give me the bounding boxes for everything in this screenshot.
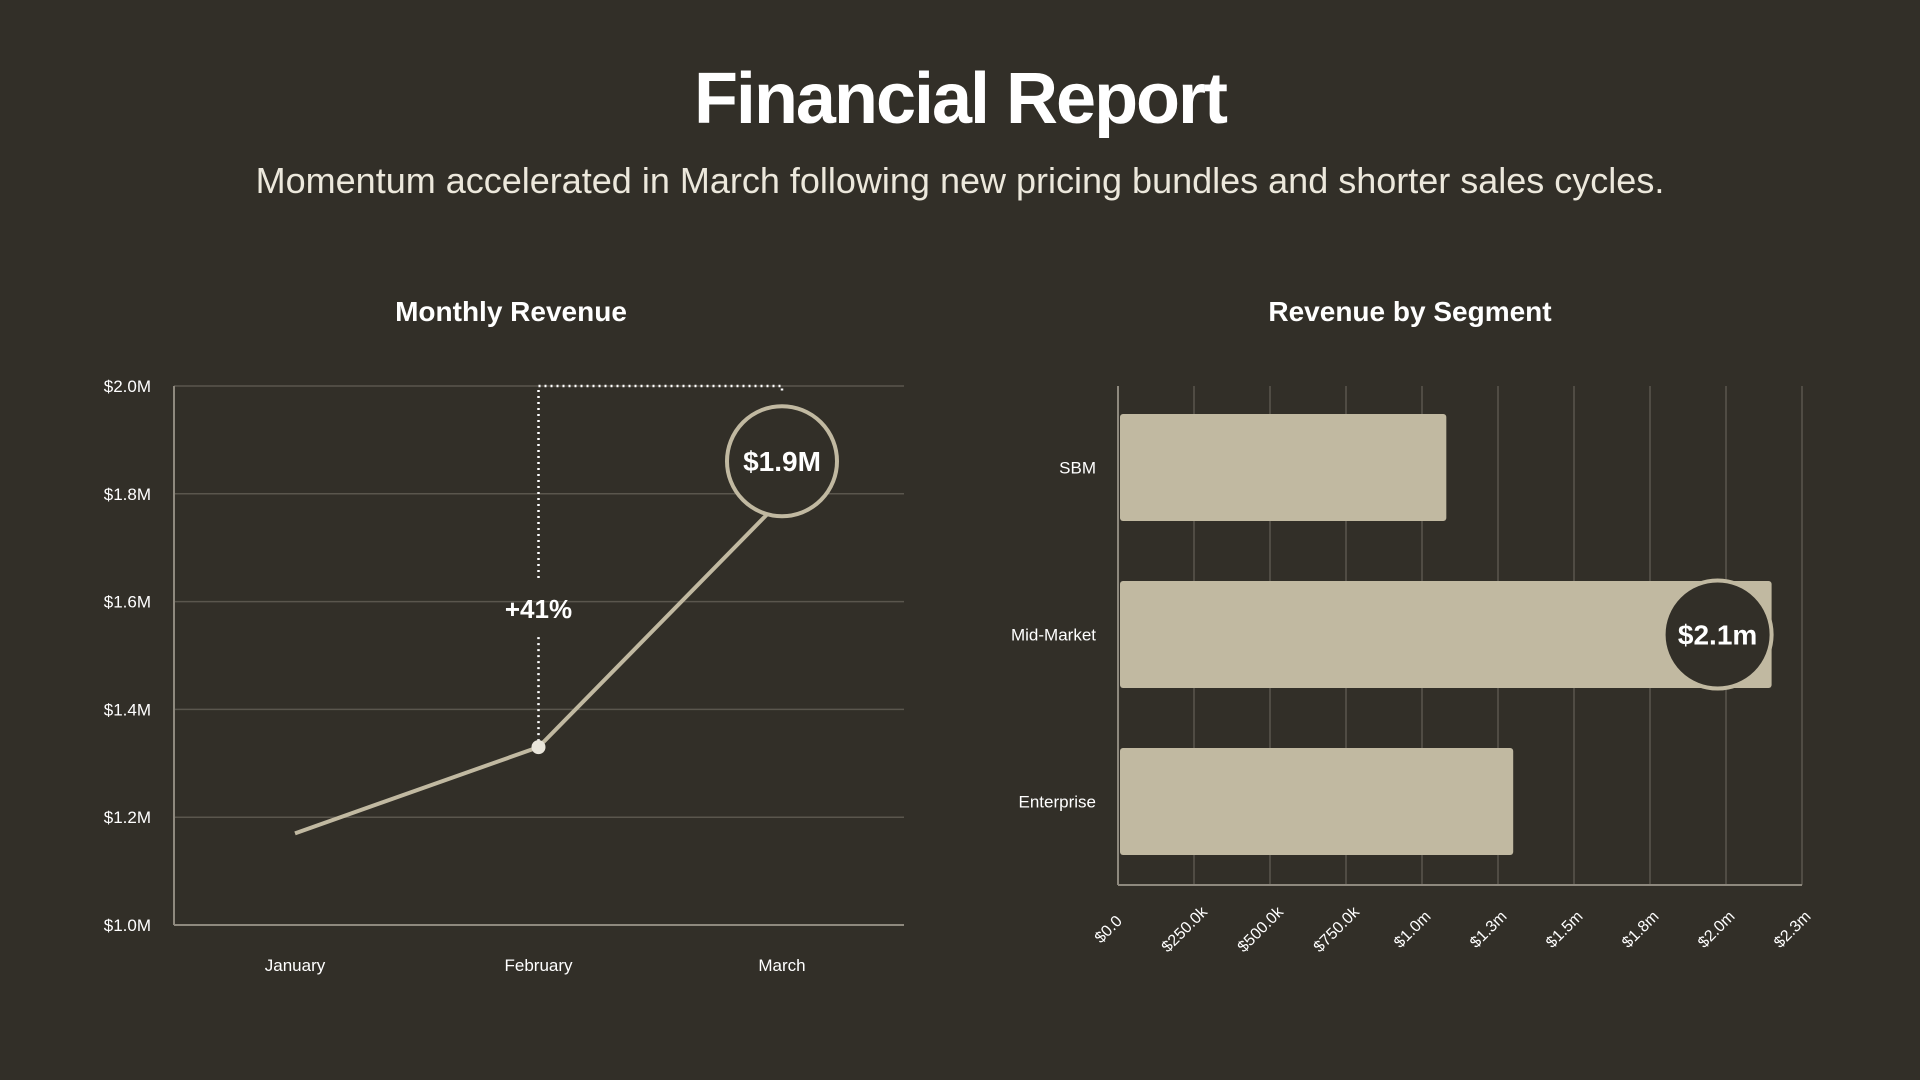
bar-xtick-label: $1.3m: [1467, 908, 1510, 951]
bar-xtick-label: $1.0m: [1391, 908, 1434, 951]
bar-xtick-label: $0.0: [1092, 913, 1126, 947]
page-title: Financial Report: [693, 59, 1228, 139]
line-ytick-label: $1.8M: [104, 485, 151, 504]
mid-market-highlight-circle: [1661, 578, 1774, 691]
line-xtick-label: January: [265, 956, 326, 975]
line-ytick-label: $1.0M: [104, 916, 151, 935]
line-chart-title: Monthly Revenue: [395, 296, 627, 327]
segment-bar: [1120, 581, 1772, 688]
bar-category-label: Mid-Market: [1011, 626, 1096, 645]
line-ytick-label: $1.4M: [104, 700, 151, 719]
march-highlight-circle: [725, 404, 839, 519]
segment-bar: [1120, 414, 1447, 521]
bar-category-label: SBM: [1059, 459, 1096, 478]
bar-chart-title: Revenue by Segment: [1268, 296, 1552, 327]
march-highlight-label: $1.9M: [743, 446, 821, 477]
line-ytick-label: $1.6M: [104, 593, 151, 612]
bar-xtick-label: $250.0k: [1159, 903, 1212, 956]
page-subtitle: Momentum accelerated in March following …: [255, 160, 1665, 201]
bar-category-label: Enterprise: [1019, 793, 1096, 812]
bar-xtick-label: $750.0k: [1311, 903, 1364, 956]
bar-xtick-label: $2.3m: [1771, 908, 1814, 951]
line-ytick-label: $1.2M: [104, 808, 151, 827]
bar-xtick-label: $1.8m: [1619, 908, 1662, 951]
bar-xtick-label: $1.5m: [1543, 908, 1586, 951]
bar-xtick-label: $2.0m: [1695, 908, 1738, 951]
revenue-series-line: [294, 497, 784, 836]
february-point-marker: [531, 740, 546, 755]
bar-xtick-label: $500.0k: [1235, 903, 1288, 956]
mid-market-highlight-label: $2.1m: [1678, 620, 1757, 651]
line-xtick-label: March: [758, 956, 805, 975]
growth-label: +41%: [505, 594, 572, 624]
line-ytick-label: $2.0M: [104, 377, 151, 396]
line-xtick-label: February: [504, 956, 573, 975]
segment-bar: [1120, 748, 1514, 855]
growth-bracket: [537, 384, 784, 748]
